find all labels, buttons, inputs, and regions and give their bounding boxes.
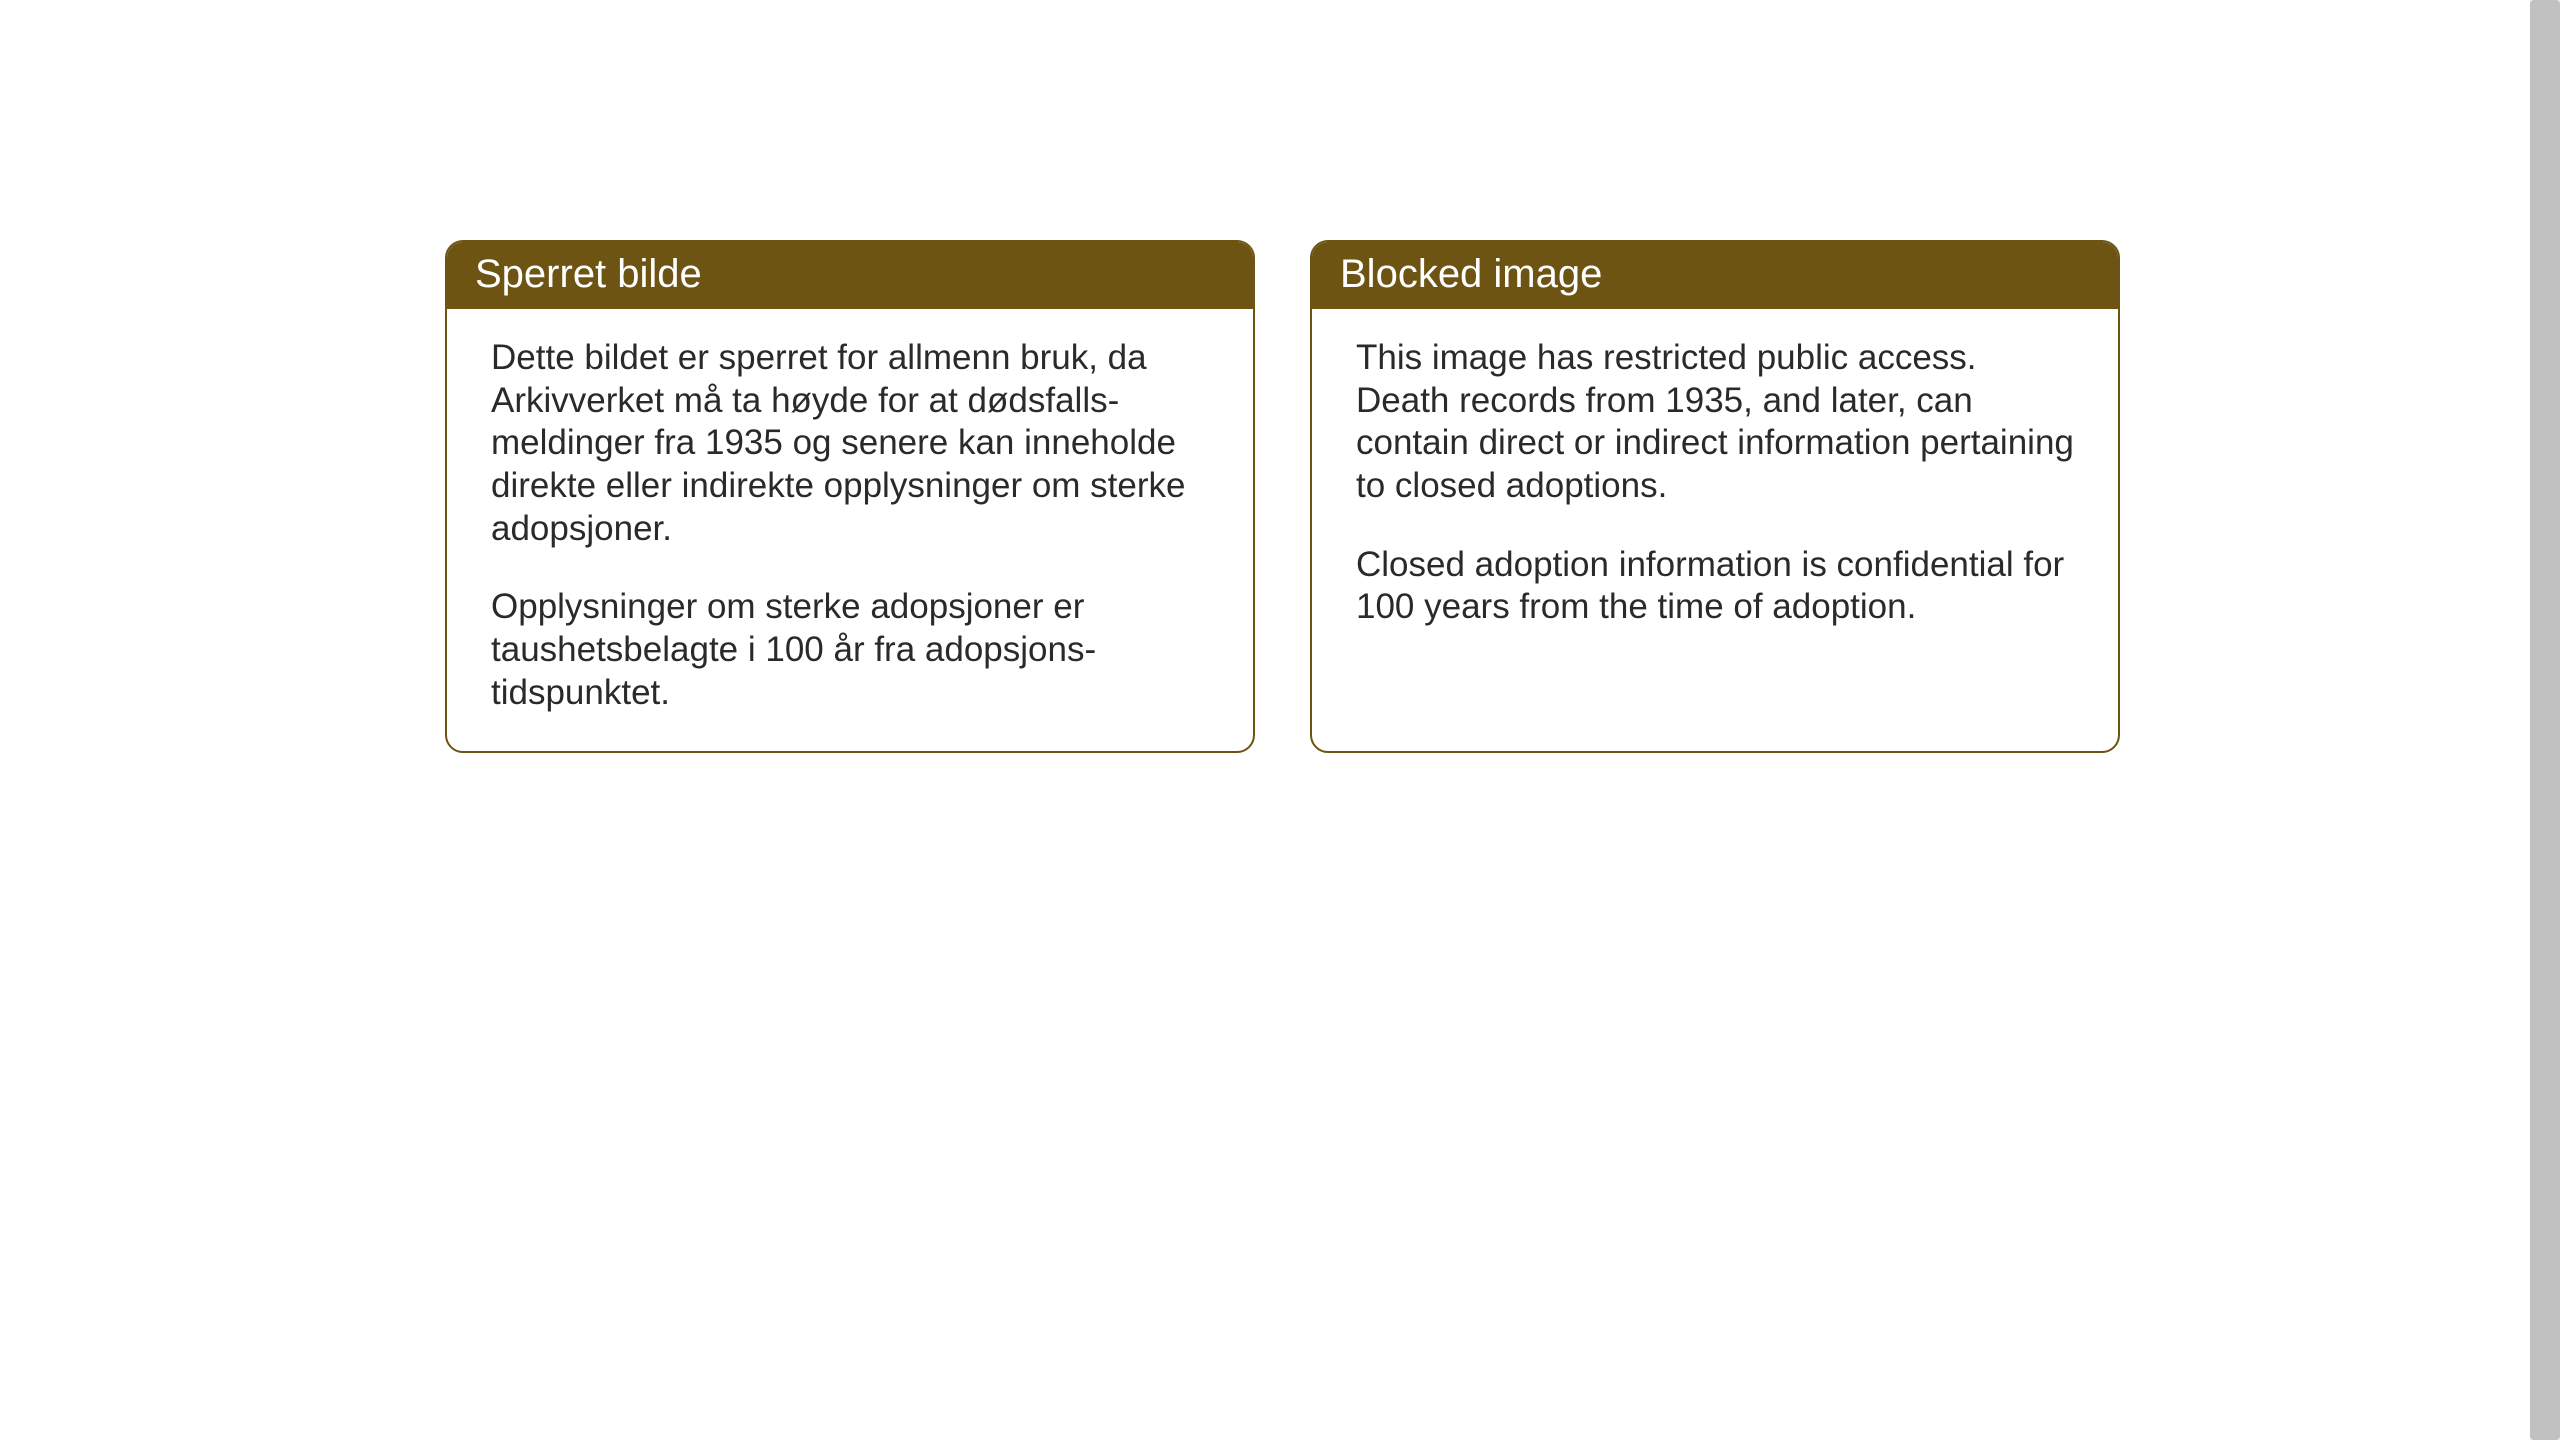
card-paragraph: This image has restricted public access.… [1356,337,2074,508]
cards-container: Sperret bilde Dette bildet er sperret fo… [445,240,2120,753]
card-english: Blocked image This image has restricted … [1310,240,2120,753]
card-norwegian: Sperret bilde Dette bildet er sperret fo… [445,240,1255,753]
card-title: Blocked image [1340,252,1602,296]
card-body-english: This image has restricted public access.… [1312,309,2118,665]
scrollbar-track[interactable] [2530,0,2560,1440]
card-body-norwegian: Dette bildet er sperret for allmenn bruk… [447,309,1253,751]
card-paragraph: Closed adoption information is confident… [1356,544,2074,629]
card-paragraph: Opplysninger om sterke adopsjoner er tau… [491,586,1209,714]
card-title: Sperret bilde [475,252,702,296]
card-paragraph: Dette bildet er sperret for allmenn bruk… [491,337,1209,550]
scrollbar-thumb[interactable] [2530,0,2560,1440]
card-header-norwegian: Sperret bilde [447,242,1253,309]
card-header-english: Blocked image [1312,242,2118,309]
